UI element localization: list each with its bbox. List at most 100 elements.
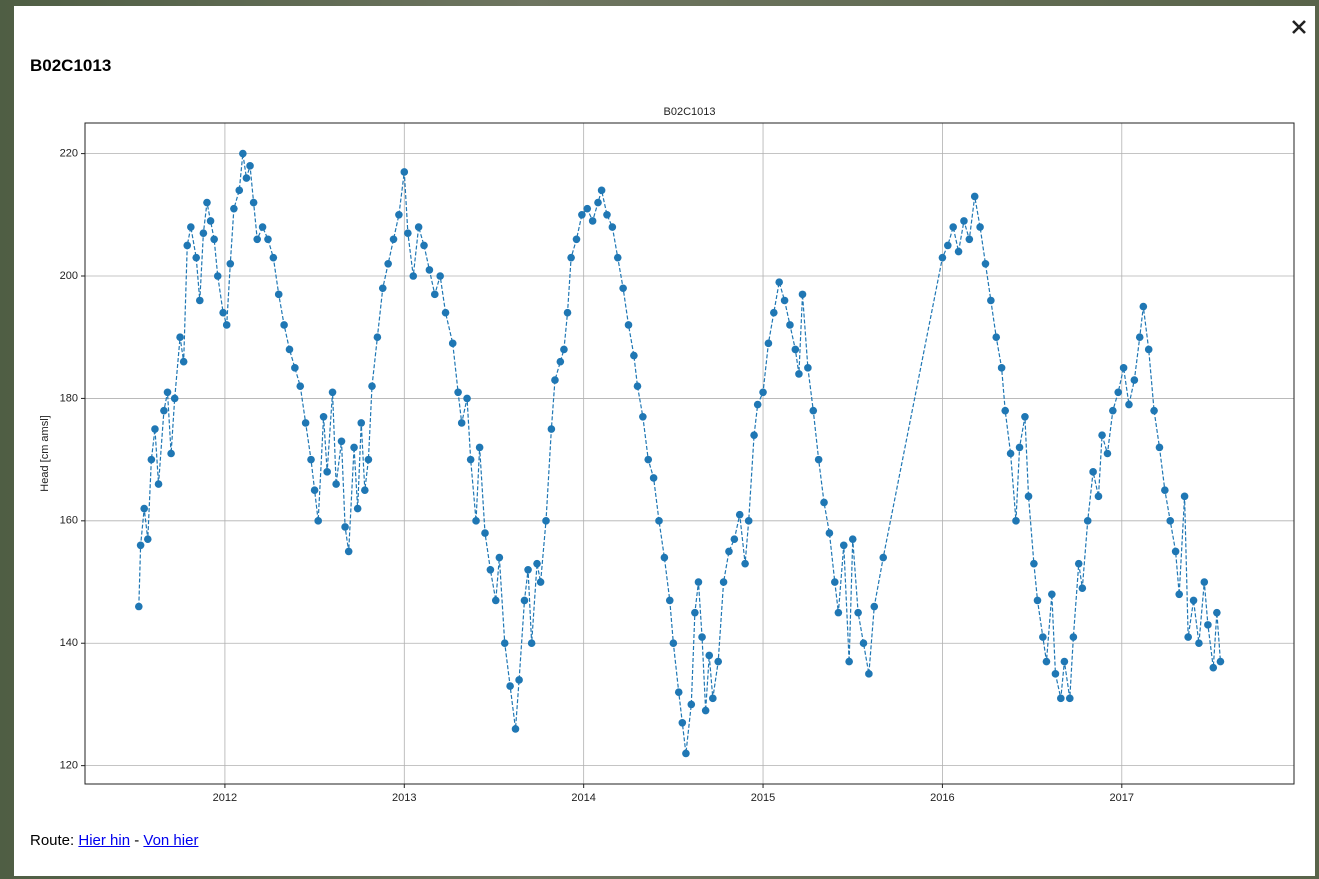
data-point bbox=[660, 553, 669, 562]
data-point bbox=[825, 529, 834, 537]
data-point bbox=[1155, 443, 1164, 452]
data-point bbox=[301, 419, 310, 427]
y-axis-label: Head [cm amsl] bbox=[39, 415, 51, 491]
x-tick-label: 2014 bbox=[571, 792, 595, 804]
separator: - bbox=[134, 832, 140, 849]
data-point bbox=[735, 510, 744, 519]
data-point bbox=[730, 535, 739, 543]
data-point bbox=[486, 565, 495, 574]
data-point bbox=[384, 259, 392, 268]
data-point bbox=[682, 749, 690, 758]
data-point bbox=[1015, 443, 1024, 452]
y-tick-label: 180 bbox=[60, 392, 78, 404]
data-point bbox=[719, 578, 728, 586]
data-point bbox=[1195, 639, 1203, 648]
data-point bbox=[798, 290, 807, 299]
data-point bbox=[341, 523, 349, 531]
data-point bbox=[414, 223, 423, 231]
popup: B02C1013 B02C1013 Head [cm amsl] 120 140 160… bbox=[14, 6, 1315, 876]
data-point bbox=[520, 596, 529, 605]
data-point bbox=[556, 357, 565, 366]
data-point bbox=[1042, 657, 1051, 666]
data-point bbox=[472, 517, 480, 525]
data-point bbox=[578, 211, 586, 219]
data-point bbox=[1024, 492, 1033, 501]
data-point bbox=[791, 345, 800, 354]
data-point bbox=[938, 253, 947, 262]
data-point bbox=[804, 364, 812, 372]
data-point bbox=[253, 235, 262, 244]
data-point bbox=[725, 547, 733, 556]
data-point bbox=[1048, 590, 1056, 599]
data-point bbox=[357, 419, 366, 427]
close-button[interactable] bbox=[1290, 18, 1308, 36]
data-point bbox=[481, 529, 489, 537]
data-point bbox=[1180, 492, 1189, 501]
data-point bbox=[1119, 364, 1128, 372]
data-point bbox=[633, 382, 642, 390]
data-point bbox=[753, 400, 762, 409]
data-point bbox=[786, 321, 794, 329]
data-point bbox=[750, 431, 758, 439]
data-point bbox=[147, 455, 156, 464]
data-point bbox=[639, 412, 647, 421]
data-point bbox=[328, 388, 337, 397]
data-point bbox=[839, 541, 848, 550]
data-point bbox=[136, 541, 145, 550]
y-tick-label: 140 bbox=[60, 637, 78, 649]
y-tick-label: 200 bbox=[60, 270, 78, 282]
data-point bbox=[274, 290, 283, 299]
data-point bbox=[594, 198, 602, 207]
data-point bbox=[135, 602, 143, 611]
data-point bbox=[222, 321, 231, 329]
link[interactable]: Hier hin bbox=[78, 832, 131, 849]
data-point bbox=[430, 290, 439, 299]
data-point bbox=[1069, 633, 1078, 641]
x-tick-label: 2012 bbox=[213, 792, 237, 804]
data-point bbox=[1030, 559, 1038, 568]
data-point bbox=[404, 229, 412, 237]
data-point bbox=[441, 308, 450, 317]
data-point bbox=[759, 388, 767, 397]
data-point bbox=[567, 253, 575, 262]
data-point bbox=[691, 608, 699, 617]
data-point bbox=[332, 480, 340, 488]
data-point bbox=[323, 468, 331, 476]
data-point bbox=[533, 559, 541, 568]
data-point bbox=[588, 217, 597, 225]
data-point bbox=[608, 223, 617, 231]
data-point bbox=[192, 253, 201, 262]
data-point bbox=[944, 241, 952, 250]
data-point bbox=[1109, 406, 1117, 415]
data-point bbox=[624, 321, 633, 329]
chart: B02C1013 Head [cm amsl] 120 140 160 180 200 220… bbox=[39, 106, 1295, 804]
data-point bbox=[1065, 694, 1074, 703]
data-point bbox=[170, 394, 179, 403]
data-point bbox=[547, 425, 556, 433]
data-point bbox=[436, 272, 444, 280]
data-point bbox=[1094, 492, 1103, 501]
data-point bbox=[409, 272, 418, 280]
plot-frame bbox=[84, 122, 1295, 785]
data-point bbox=[820, 498, 828, 507]
data-point bbox=[448, 339, 457, 348]
data-point bbox=[457, 419, 466, 427]
data-point bbox=[694, 578, 703, 586]
data-point bbox=[203, 198, 211, 207]
data-point bbox=[235, 186, 244, 195]
data-point bbox=[1200, 578, 1209, 586]
data-point bbox=[475, 443, 484, 452]
data-point bbox=[954, 247, 963, 256]
data-point bbox=[949, 223, 957, 231]
data-point bbox=[560, 345, 568, 354]
data-point bbox=[1012, 517, 1020, 525]
data-point bbox=[1039, 633, 1047, 641]
data-point bbox=[845, 657, 853, 666]
data-point bbox=[764, 339, 773, 348]
data-point bbox=[630, 351, 638, 360]
data-point bbox=[814, 455, 823, 464]
data-point bbox=[1006, 449, 1015, 458]
link[interactable]: Von hier bbox=[143, 832, 199, 849]
data-point bbox=[269, 253, 278, 262]
data-point bbox=[997, 364, 1006, 372]
